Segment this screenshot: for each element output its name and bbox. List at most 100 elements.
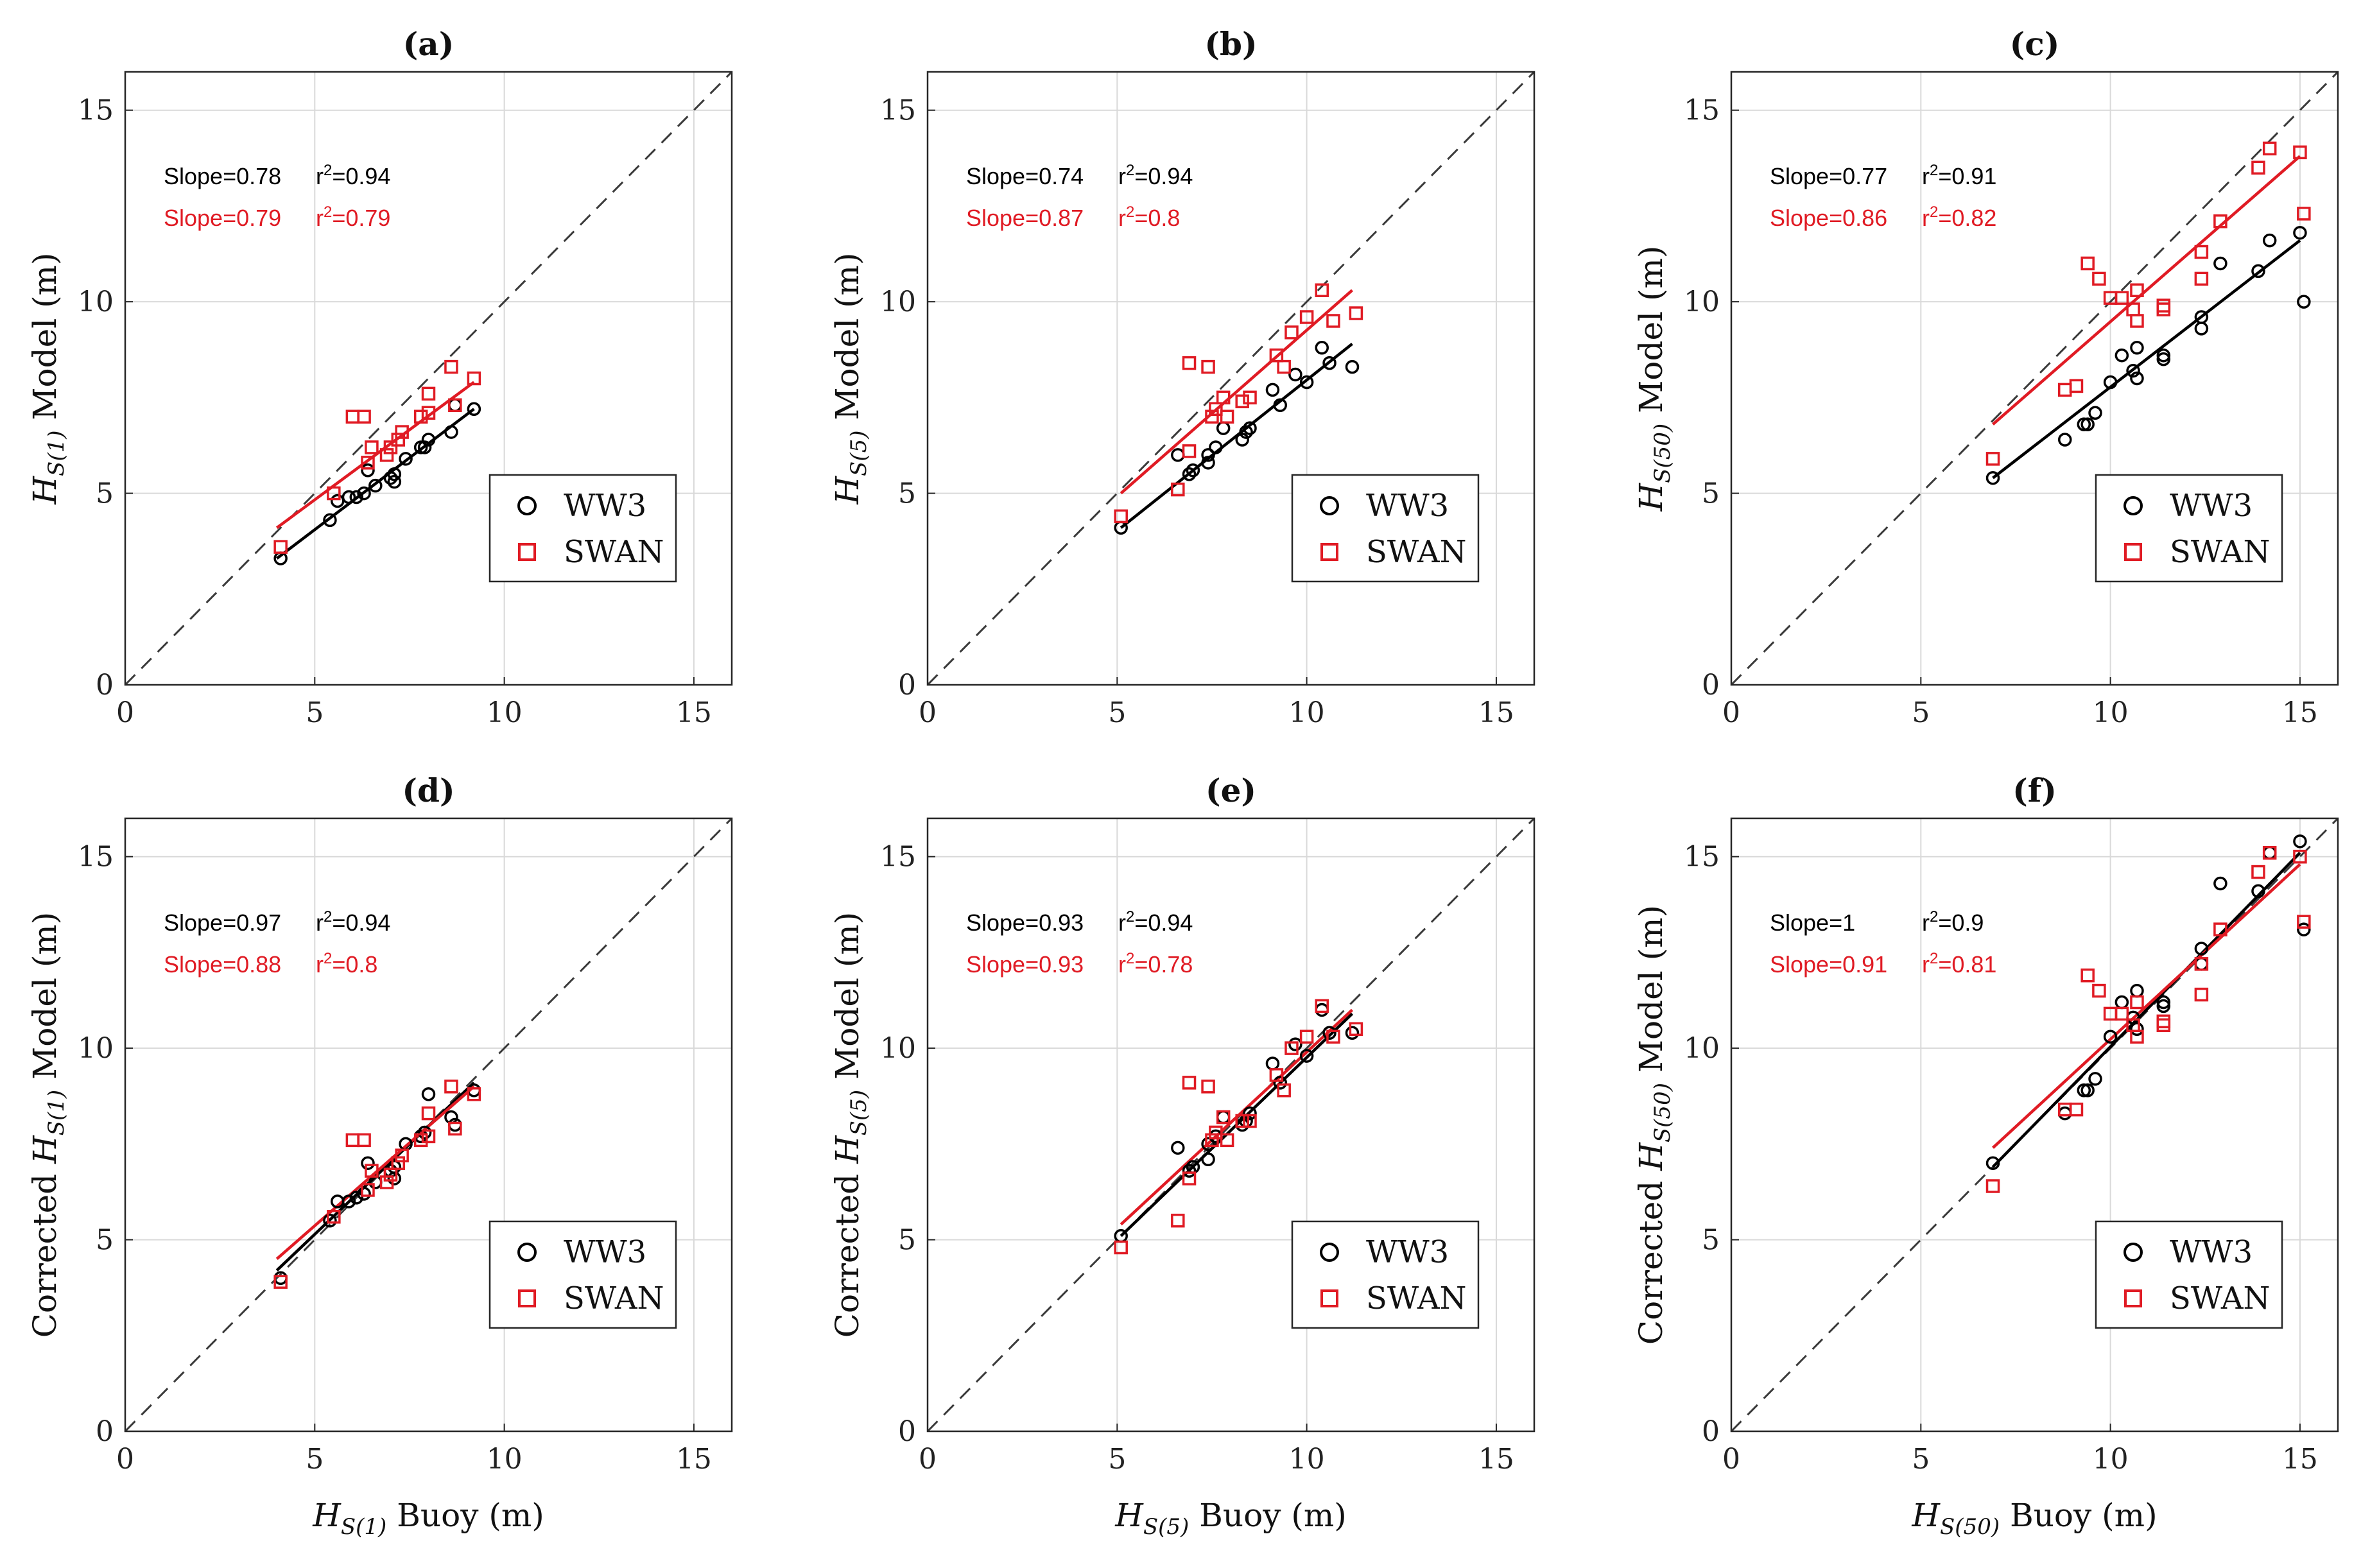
y-tick-label: 0 <box>96 669 114 702</box>
swan-point <box>2092 983 2106 998</box>
swan-point <box>357 1133 371 1148</box>
y-tick-label: 15 <box>78 841 114 874</box>
swan-point <box>1201 359 1215 374</box>
ww3-point <box>1288 1037 1302 1051</box>
legend-ww3-marker <box>517 496 537 515</box>
one-to-one-line <box>926 817 1535 1433</box>
swan-point <box>1171 1213 1185 1228</box>
x-axis-label: HS(5) Buoy (m) <box>1114 1497 1347 1540</box>
y-tick-label: 15 <box>78 94 114 127</box>
swan-point <box>2130 1030 2144 1044</box>
y-axis-label: Corrected HS(50) Model (m) <box>1632 905 1675 1345</box>
stat-r2-swan: r2=0.81 <box>1922 950 1996 978</box>
swan-point <box>1201 1080 1215 1094</box>
ww3-point <box>2130 341 2144 355</box>
y-axis-label: HS(1) Model (m) <box>26 252 69 504</box>
stat-slope-swan: Slope=0.87 <box>966 205 1084 231</box>
legend-ww3-label: WW3 <box>2170 488 2253 524</box>
axes-frame <box>926 71 1535 686</box>
swan-point <box>1209 1125 1223 1140</box>
ww3-point <box>1288 367 1302 382</box>
ww3-point <box>2115 348 2129 363</box>
panel-title: (c) <box>2010 25 2060 63</box>
swan-point <box>1171 482 1185 497</box>
ww3-point <box>2293 225 2307 240</box>
swan-point <box>1985 452 2000 466</box>
legend-ww3-marker <box>2123 496 2143 515</box>
swan-point <box>1216 390 1231 405</box>
y-axis-label: Corrected HS(1) Model (m) <box>26 912 69 1338</box>
legend-box <box>2095 474 2283 583</box>
swan-point <box>2130 283 2144 297</box>
ww3-point <box>399 452 413 466</box>
x-tick-label: 0 <box>116 696 134 729</box>
swan-point <box>1182 1171 1197 1185</box>
stat-r2-ww3: r2=0.9 <box>1922 908 1984 936</box>
swan-point <box>421 406 436 420</box>
swan-point <box>2297 915 2311 929</box>
ww3-point <box>2293 834 2307 849</box>
swan-point <box>2069 1102 2084 1117</box>
swan-point <box>361 1183 375 1197</box>
swan-point <box>383 1167 398 1182</box>
ww3-point <box>1201 1152 1215 1166</box>
swan-point <box>1114 1240 1128 1255</box>
swan-fit-line <box>1992 863 2301 1149</box>
ww3-point <box>2103 1030 2118 1044</box>
y-tick-label: 0 <box>898 669 916 702</box>
panel-d: 0 5 10 15 0 5 10 15 (d) Corrected HS(1) Model (m)… <box>26 771 733 1540</box>
swan-point <box>361 456 375 470</box>
axes-frame <box>124 817 733 1433</box>
swan-point <box>1277 1083 1291 1098</box>
stat-slope-swan: Slope=0.88 <box>164 951 281 978</box>
x-tick-label: 0 <box>1722 696 1740 729</box>
y-tick-label: 5 <box>96 478 114 510</box>
swan-fit-line <box>275 381 475 530</box>
swan-point <box>421 386 436 401</box>
legend-swan-marker <box>518 1289 536 1307</box>
ww3-point <box>1201 1137 1215 1151</box>
swan-point <box>2080 256 2095 271</box>
stat-slope-ww3: Slope=0.97 <box>164 909 281 936</box>
swan-point <box>1349 306 1363 320</box>
ww3-point <box>342 490 356 504</box>
ww3-point <box>323 513 337 528</box>
y-tick-label: 5 <box>898 478 916 510</box>
x-tick-label: 10 <box>2093 1443 2129 1476</box>
ww3-point <box>2194 942 2209 956</box>
swan-point <box>1235 394 1249 409</box>
legend-swan-label: SWAN <box>2170 534 2271 570</box>
swan-point <box>327 1210 341 1224</box>
swan-point <box>1182 356 1197 370</box>
legend: WW3 SWAN <box>2095 474 2283 583</box>
y-tick-label: 10 <box>1684 286 1720 318</box>
ww3-point <box>2156 352 2171 366</box>
swan-point <box>413 1133 428 1148</box>
swan-point <box>1277 359 1291 374</box>
ww3-point <box>1345 1026 1360 1040</box>
ww3-point <box>417 440 432 454</box>
swan-point <box>1209 402 1223 416</box>
legend-swan-marker <box>2124 1289 2142 1307</box>
swan-point <box>1299 310 1314 324</box>
legend-box <box>2095 1220 2283 1329</box>
swan-point <box>2156 298 2171 313</box>
legend-swan-label: SWAN <box>2170 1280 2271 1316</box>
swan-point <box>1216 1110 1231 1124</box>
ww3-point <box>2297 922 2311 936</box>
y-tick-label: 0 <box>96 1415 114 1448</box>
one-to-one-line <box>124 71 733 686</box>
stat-r2-ww3: r2=0.94 <box>1118 162 1193 189</box>
swan-point <box>383 440 398 454</box>
x-axis-label: HS(50) Buoy (m) <box>1911 1497 2157 1540</box>
axes-frame <box>124 71 733 686</box>
stat-r2-swan: r2=0.8 <box>1118 203 1180 231</box>
one-to-one-line <box>1730 817 2339 1433</box>
y-tick-label: 15 <box>1684 841 1720 874</box>
legend-ww3-marker <box>1320 1243 1339 1262</box>
swan-point <box>379 448 394 462</box>
ww3-point <box>2077 1083 2091 1098</box>
legend-swan-label: SWAN <box>1366 534 1467 570</box>
ww3-point <box>349 490 364 504</box>
panel-title: (e) <box>1206 771 1256 809</box>
